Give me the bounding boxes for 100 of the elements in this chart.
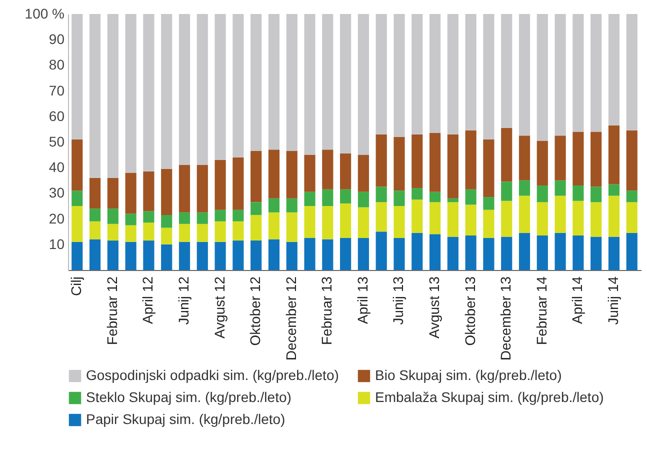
y-tick-label: 10	[48, 236, 65, 252]
bar	[572, 14, 584, 132]
bar	[196, 212, 208, 224]
bar	[501, 236, 512, 270]
bar	[394, 14, 405, 137]
bar	[107, 178, 118, 209]
y-tick-label: 100 %	[24, 6, 64, 22]
bar	[376, 232, 387, 270]
bar	[143, 211, 154, 223]
bar	[214, 221, 226, 242]
bar	[358, 154, 369, 192]
x-tick-label: Oktober 12	[247, 276, 264, 346]
bar	[107, 224, 118, 241]
bar	[304, 14, 316, 155]
bar	[554, 196, 566, 233]
bar	[322, 239, 334, 270]
bar	[232, 210, 244, 222]
x-tick-label: December 13	[498, 276, 514, 361]
bar	[143, 240, 154, 270]
bar	[196, 165, 208, 212]
x-tick-label: Junij 12	[175, 276, 192, 325]
y-tick-label: 20	[48, 210, 65, 226]
bar	[304, 192, 316, 206]
bar	[125, 225, 136, 242]
bar	[322, 206, 334, 240]
bar	[626, 232, 638, 270]
bar	[322, 14, 334, 150]
bar	[72, 139, 83, 191]
bar	[232, 157, 244, 210]
bar	[143, 14, 154, 172]
legend-label: Embalaža Skupaj sim. (kg/preb./leto)	[375, 389, 604, 405]
bar	[483, 238, 494, 270]
bar	[72, 242, 83, 270]
bar	[322, 189, 334, 206]
x-tick-label: Februar 13	[318, 276, 335, 345]
bar	[268, 198, 280, 212]
x-tick-label: Cilj	[68, 276, 84, 296]
bar	[72, 14, 83, 140]
legend-label: Steklo Skupaj sim. (kg/preb./leto)	[86, 389, 292, 405]
bar	[572, 235, 584, 270]
bar	[250, 150, 262, 202]
bar	[376, 14, 387, 134]
bar	[483, 139, 494, 198]
bar	[250, 14, 262, 151]
bar	[72, 190, 83, 206]
bar	[376, 202, 387, 232]
bar	[250, 214, 262, 241]
bar	[429, 192, 441, 202]
x-tick-label: Februar 14	[533, 276, 550, 345]
bar	[232, 240, 244, 270]
bar	[626, 130, 638, 191]
bar	[447, 202, 458, 237]
bar	[518, 180, 530, 196]
y-tick-label: 30	[48, 184, 65, 201]
bar	[232, 221, 244, 241]
bar	[340, 238, 352, 270]
bar	[232, 14, 244, 158]
bar	[178, 14, 190, 166]
bar	[536, 140, 548, 186]
bar	[340, 14, 352, 154]
x-tick-label: Oktober 13	[462, 276, 478, 346]
bar	[72, 206, 83, 242]
bar	[447, 14, 458, 134]
bar	[608, 14, 620, 126]
bar	[358, 207, 369, 238]
bar	[394, 136, 405, 191]
bar	[125, 214, 136, 226]
bar	[447, 198, 458, 202]
bar	[286, 150, 298, 198]
bar	[161, 14, 172, 169]
x-tick-label: April 12	[140, 276, 156, 324]
bar	[161, 214, 172, 228]
x-tick-label: December 12	[282, 276, 299, 361]
bar	[304, 154, 316, 192]
bar	[340, 203, 352, 238]
bar	[554, 180, 566, 196]
bar	[161, 228, 172, 244]
bar	[465, 14, 476, 130]
bar	[447, 236, 458, 270]
bar	[608, 184, 620, 196]
bar	[501, 14, 512, 128]
legend-label: Gospodinjski odpadki sim. (kg/preb./leto)	[86, 367, 339, 383]
bar	[196, 224, 208, 242]
bar	[161, 168, 172, 215]
bar	[89, 239, 101, 270]
bar	[483, 197, 494, 210]
bar	[196, 242, 208, 270]
x-tick-label: Avgust 13	[426, 276, 442, 339]
bar	[286, 242, 298, 270]
bar	[465, 130, 476, 190]
bar	[483, 210, 494, 238]
bar	[429, 14, 441, 134]
bar	[125, 242, 136, 270]
bar	[89, 14, 101, 178]
bar	[465, 189, 476, 205]
bar	[572, 132, 584, 186]
bar	[501, 128, 512, 182]
bar	[518, 14, 530, 136]
bar	[143, 171, 154, 212]
bar	[554, 136, 566, 180]
